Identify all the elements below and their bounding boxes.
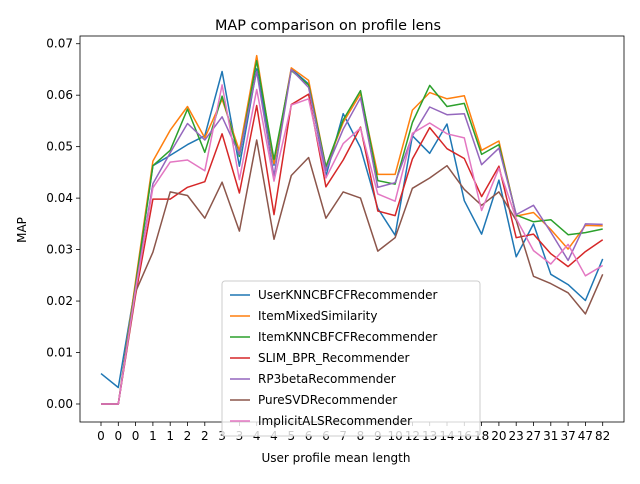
x-tick-label: 0 bbox=[114, 429, 122, 443]
x-tick-label: 23 bbox=[509, 429, 524, 443]
series-line-ImplicitALSRecommender bbox=[101, 84, 604, 405]
y-tick-label: 0.05 bbox=[46, 140, 73, 154]
y-tick-label: 0.02 bbox=[46, 294, 73, 308]
x-tick-label: 2 bbox=[201, 429, 209, 443]
y-tick-label: 0.07 bbox=[46, 37, 73, 51]
series-line-PureSVDRecommender bbox=[101, 139, 604, 405]
plot-area: 0.000.010.020.030.040.050.060.070 0 0 1 1 2 2 3… bbox=[46, 35, 625, 443]
legend-label: PureSVDRecommender bbox=[258, 393, 397, 407]
x-tick-label: 31 bbox=[543, 429, 558, 443]
legend-label: ItemKNNCBFCFRecommender bbox=[258, 330, 437, 344]
x-tick-label: 2 bbox=[184, 429, 192, 443]
legend-label: ItemMixedSimilarity bbox=[258, 309, 377, 323]
x-tick-label: 37 bbox=[560, 429, 575, 443]
series-line-ItemKNNCBFCFRecommender bbox=[101, 59, 603, 405]
x-tick-label: 1 bbox=[166, 429, 174, 443]
y-axis-label: MAP bbox=[15, 217, 29, 243]
y-tick-label: 0.06 bbox=[46, 88, 73, 102]
legend-label: RP3betaRecommender bbox=[258, 372, 396, 386]
x-tick-label: 0 bbox=[132, 429, 140, 443]
x-tick-label: 3 bbox=[218, 429, 226, 443]
y-tick-label: 0.03 bbox=[46, 243, 73, 257]
legend-label: SLIM_BPR_Recommender bbox=[258, 351, 409, 365]
legend: UserKNNCBFCFRecommender ItemMixedSimilari… bbox=[221, 280, 481, 437]
y-tick-label: 0.00 bbox=[46, 397, 73, 411]
chart-title: MAP comparison on profile lens bbox=[215, 18, 441, 34]
x-tick-label: 82 bbox=[595, 429, 610, 443]
x-tick-label: 20 bbox=[491, 429, 506, 443]
series-line-UserKNNCBFCFRecommender bbox=[100, 68, 604, 389]
series-line-SLIM_BPR_Recommender bbox=[101, 93, 604, 405]
legend-label: UserKNNCBFCFRecommender bbox=[258, 288, 437, 302]
x-axis-label: User profile mean length bbox=[262, 451, 411, 465]
legend-box bbox=[221, 280, 481, 437]
x-tick-label: 47 bbox=[578, 429, 593, 443]
x-tick-label: 27 bbox=[526, 429, 541, 443]
y-tick-label: 0.01 bbox=[46, 346, 73, 360]
y-tick-label: 0.04 bbox=[46, 191, 73, 205]
x-tick-label: 1 bbox=[149, 429, 157, 443]
series-line-RP3betaRecommender bbox=[101, 68, 603, 405]
x-tick-label: 0 bbox=[97, 429, 105, 443]
legend-label: ImplicitALSRecommender bbox=[258, 414, 412, 428]
